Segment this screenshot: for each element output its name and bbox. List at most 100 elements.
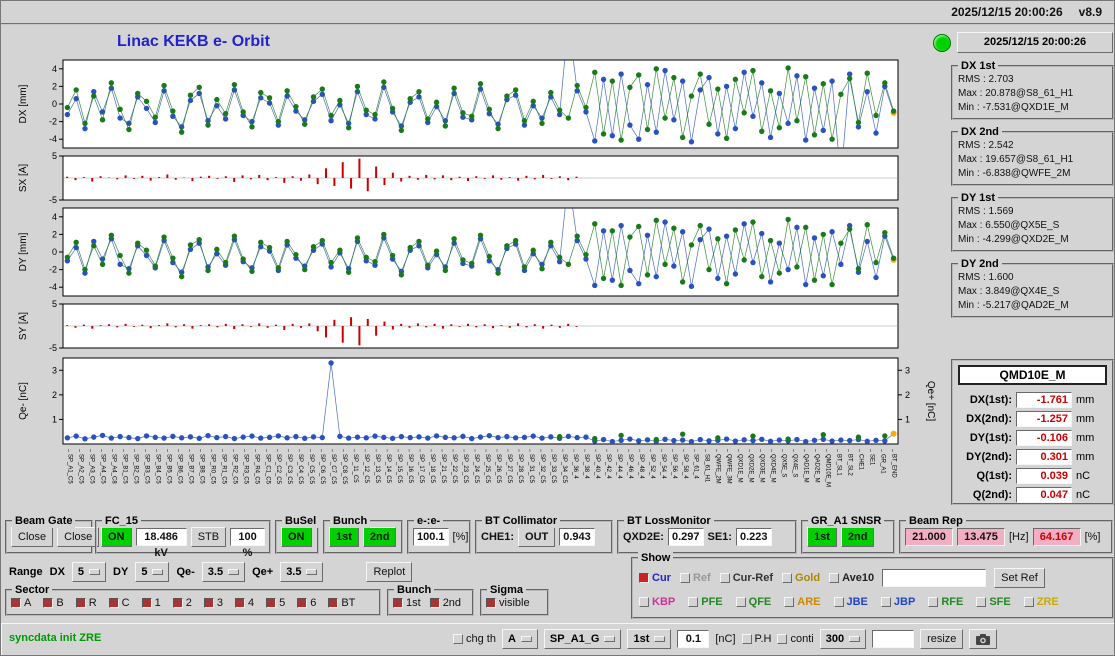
show-gold-checkbox[interactable] xyxy=(782,573,793,583)
sigma-visible-checkbox[interactable] xyxy=(486,597,496,608)
svg-text:2: 2 xyxy=(52,81,57,91)
che1-out-button[interactable]: OUT xyxy=(518,527,556,547)
svg-text:5: 5 xyxy=(52,299,57,309)
show-qfe-checkbox[interactable] xyxy=(735,597,746,607)
range-qem-select[interactable]: 3.5 xyxy=(201,562,246,582)
show-cur-ref: Cur-Ref xyxy=(719,572,774,584)
sector-r-checkbox[interactable] xyxy=(75,597,86,608)
sector-a-checkbox[interactable] xyxy=(11,597,21,608)
titlebar: 2025/12/15 20:00:26 v8.9 xyxy=(1,1,1114,25)
sector-5-checkbox[interactable] xyxy=(266,597,277,608)
busel-legend: BuSel xyxy=(282,514,320,528)
show-jbp-checkbox[interactable] xyxy=(880,597,891,607)
show-kbp: KBP xyxy=(639,596,675,608)
show-jbp: JBP xyxy=(880,596,915,608)
sector-6: 6 xyxy=(297,597,316,609)
range-qep-select[interactable]: 3.5 xyxy=(280,562,324,582)
beam-rep-group: Beam Rep 21.000 13.475 [Hz] 64.167 [%] xyxy=(899,514,1113,554)
x-axis-label: SP_14_C5 xyxy=(385,454,391,484)
x-axis-label: SP_A2_C5 xyxy=(77,454,83,484)
monitor-row-unit: mm xyxy=(1076,393,1095,406)
show-row-1: Cur Ref Cur-Ref Gold Ave10 Set Ref xyxy=(639,566,1106,590)
show-pfe-checkbox[interactable] xyxy=(688,597,699,607)
range-dy-select[interactable]: 5 xyxy=(135,562,170,582)
stat-group: DX 2nd RMS : 2.542 Max : 19.657@S8_61_H1 Mi… xyxy=(951,125,1114,186)
show-ave10-checkbox[interactable] xyxy=(829,573,840,583)
show-rfe-checkbox[interactable] xyxy=(928,597,939,607)
select-value: SP_A1_G xyxy=(549,633,600,645)
x-axis-label: SP_46_4 xyxy=(627,454,633,479)
svg-text:-4: -4 xyxy=(49,134,57,144)
bunch-2nd-checkbox[interactable] xyxy=(429,597,440,608)
x-axis-label: SP_33_C5 xyxy=(550,454,556,484)
ph-label: P.H xyxy=(754,633,772,645)
replot-button[interactable]: Replot xyxy=(366,562,413,582)
stat-group: DY 2nd RMS : 1.600 Max : 3.849@QX4E_S Min :… xyxy=(951,257,1114,318)
section-select[interactable]: A xyxy=(501,629,538,649)
show-kbp-checkbox[interactable] xyxy=(639,597,649,607)
bunch-order-select[interactable]: 1st xyxy=(627,629,672,649)
show-cur-checkbox[interactable] xyxy=(639,573,649,583)
blank-input[interactable] xyxy=(872,630,915,648)
camera-button[interactable] xyxy=(969,629,998,649)
threshold-input[interactable] xyxy=(677,630,710,648)
svg-text:2: 2 xyxy=(52,229,57,239)
beam-gate-close2-button[interactable]: Close xyxy=(57,527,100,547)
x-axis-label: BT_SL1 xyxy=(836,454,842,476)
monitor-row-value: 0.039 xyxy=(1016,467,1072,484)
sector-bt-checkbox[interactable] xyxy=(328,597,339,608)
chg-th-checkbox[interactable] xyxy=(453,634,463,644)
monitor-rows: DX(1st): -1.761 mm DX(2nd): -1.257 mm DY(1st):… xyxy=(956,390,1109,504)
show-sfe-checkbox[interactable] xyxy=(976,597,987,607)
show-ref-checkbox[interactable] xyxy=(679,573,690,583)
x-axis-label: SP_40_4 xyxy=(594,454,600,479)
show-zre-checkbox[interactable] xyxy=(1023,597,1034,607)
beam-gate-close1-button[interactable]: Close xyxy=(11,527,54,547)
show-jbe-checkbox[interactable] xyxy=(833,597,844,607)
x-axis-label: SP_42_4 xyxy=(605,454,611,479)
fc15-stb-button[interactable]: STB xyxy=(190,527,227,547)
sector-5-label: 5 xyxy=(279,596,286,609)
range-dx-select[interactable]: 5 xyxy=(71,562,107,582)
bunch-2nd-button[interactable]: 2nd xyxy=(362,527,397,547)
x-axis-label: SP_B6_C5 xyxy=(176,454,182,484)
fc15-on-button[interactable]: ON xyxy=(101,527,132,547)
x-axis-label: SP_15_C5 xyxy=(396,454,402,484)
set-ref-button[interactable]: Set Ref xyxy=(994,568,1045,588)
sector-3-checkbox[interactable] xyxy=(203,597,214,608)
x-axis-label: QXD3E_M xyxy=(759,454,765,483)
x-axis-label: GR_A1 xyxy=(880,454,886,474)
sp-name-select[interactable]: SP_A1_G xyxy=(543,629,622,649)
sector-2-checkbox[interactable] xyxy=(172,597,183,608)
svg-text:4: 4 xyxy=(52,212,57,222)
ee-ratio-value: 100.1 xyxy=(413,528,449,546)
show-are-checkbox[interactable] xyxy=(784,597,795,607)
se1-value: 0.223 xyxy=(735,528,772,546)
bunch-1st-checkbox[interactable] xyxy=(393,597,403,608)
select-value: 300 xyxy=(825,633,845,645)
beam-gate-group: Beam Gate Close Close xyxy=(5,514,100,554)
interval-select[interactable]: 300 xyxy=(819,629,867,649)
gr-a1-1st-button[interactable]: 1st xyxy=(807,527,837,547)
ref-name-input[interactable] xyxy=(882,569,987,587)
ph-checkbox[interactable] xyxy=(741,634,752,644)
x-axis-label: SP_44_4 xyxy=(616,454,622,479)
sector-6-checkbox[interactable] xyxy=(297,597,308,608)
show-cur-ref-checkbox[interactable] xyxy=(719,573,730,583)
resize-button[interactable]: resize xyxy=(920,629,964,649)
sector-b-checkbox[interactable] xyxy=(43,597,54,608)
sector-4-checkbox[interactable] xyxy=(234,597,245,608)
gr-a1-2nd-button[interactable]: 2nd xyxy=(840,527,875,547)
x-axis-label: SP_A3_C5 xyxy=(88,454,94,484)
bunch-1st-label: 1st xyxy=(406,596,421,609)
x-axis-label: SP_61_4 xyxy=(693,454,699,479)
show-cur-ref-label: Cur-Ref xyxy=(732,572,774,584)
sector-c-checkbox[interactable] xyxy=(108,597,119,608)
sector-1-checkbox[interactable] xyxy=(141,597,152,608)
beam-rep-percent-unit: [%] xyxy=(1084,531,1101,543)
monitor-row: DX(2nd): -1.257 mm xyxy=(956,409,1109,428)
conti-checkbox[interactable] xyxy=(777,634,788,644)
busel-on-button[interactable]: ON xyxy=(281,527,312,547)
bunch-1st-button[interactable]: 1st xyxy=(329,527,359,547)
